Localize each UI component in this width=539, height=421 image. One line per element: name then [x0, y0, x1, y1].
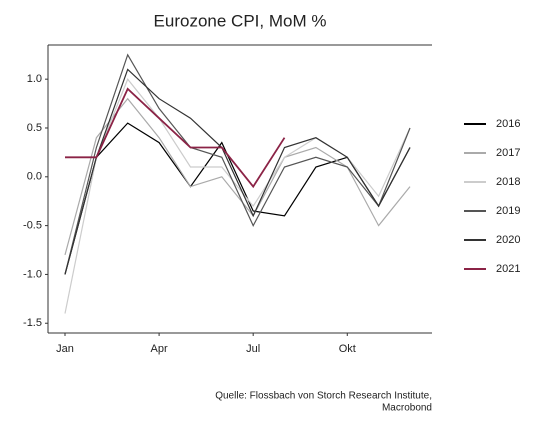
legend-label: 2018 — [496, 176, 520, 188]
series-line — [65, 87, 286, 189]
y-tick-label: -1.0 — [23, 268, 42, 280]
legend-label: 2020 — [496, 234, 520, 246]
y-tick-label: 0.5 — [27, 122, 42, 134]
source-note: Macrobond — [382, 403, 432, 414]
x-tick-label: Okt — [339, 343, 356, 355]
legend-label: 2017 — [496, 147, 520, 159]
series-line — [64, 68, 411, 275]
x-tick-label: Jan — [56, 343, 74, 355]
y-tick-label: 1.0 — [27, 73, 42, 85]
series-line — [64, 97, 411, 256]
series-line — [64, 53, 411, 275]
series-line — [64, 122, 411, 275]
series-line — [64, 78, 411, 314]
y-tick-label: 0.0 — [27, 171, 42, 183]
x-tick-label: Jul — [246, 343, 260, 355]
chart-title: Eurozone CPI, MoM % — [154, 11, 327, 30]
source-note: Quelle: Flossbach von Storch Research In… — [215, 391, 432, 402]
x-tick-label: Apr — [151, 343, 168, 355]
y-tick-label: -0.5 — [23, 220, 42, 232]
y-tick-label: -1.5 — [23, 317, 42, 329]
legend-label: 2021 — [496, 263, 520, 275]
legend-label: 2019 — [496, 205, 520, 217]
legend-label: 2016 — [496, 118, 520, 130]
